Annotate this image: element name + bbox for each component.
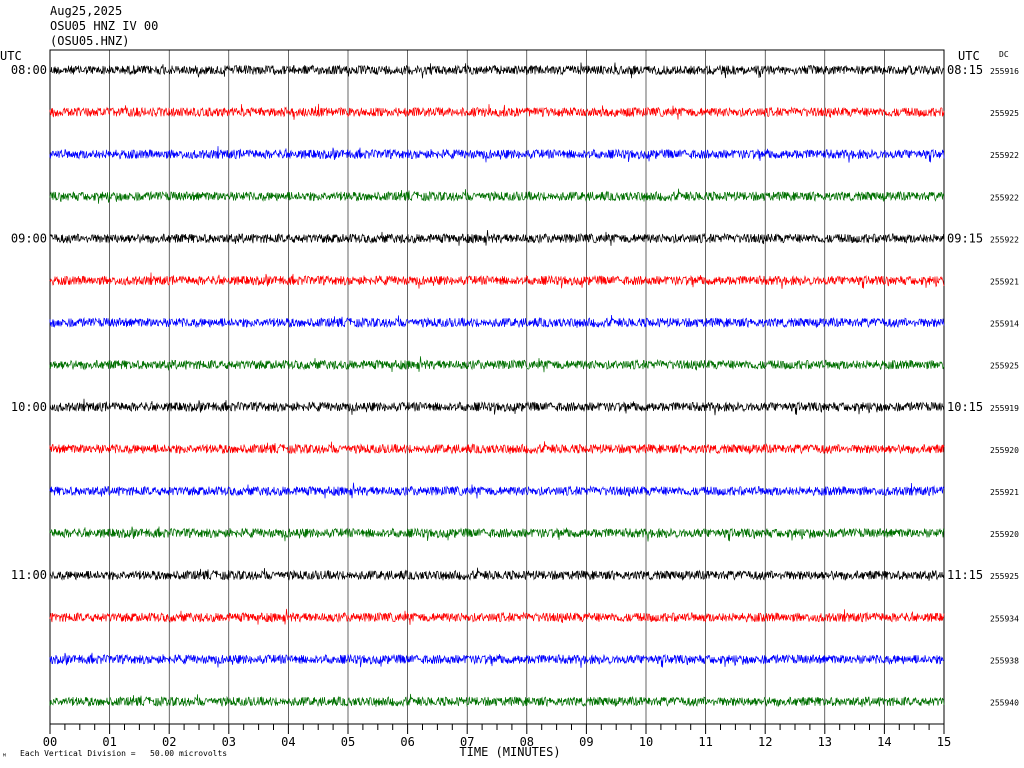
dc-offset-label: 255925 [990,362,1019,371]
seismic-trace [49,62,945,79]
time-label-left: 09:00 [11,231,47,245]
dc-offset-label: 255938 [990,656,1019,665]
x-axis-label: TIME (MINUTES) [459,745,560,759]
x-tick-label: 05 [341,735,355,749]
dc-offset-label: 255925 [990,109,1019,118]
seismic-trace [49,652,945,668]
dc-offset-label: 255914 [990,320,1019,329]
seismic-trace [49,441,945,455]
seismic-trace [49,146,945,163]
x-tick-label: 09 [579,735,593,749]
channel-code-label: (OSU05.HNZ) [50,34,130,48]
dc-offset-label: 255922 [990,193,1019,202]
dc-offset-label: 255922 [990,151,1019,160]
utc-label-left: UTC [0,49,22,63]
dc-offset-label: 255920 [990,446,1019,455]
date-label: Aug25,2025 [50,4,123,18]
dc-offset-label: 255920 [990,530,1019,539]
scale-marker-icon: ᴹ [2,752,7,761]
x-tick-label: 04 [281,735,295,749]
x-tick-label: 14 [877,735,891,749]
dc-offset-label: 255921 [990,488,1019,497]
utc-label-right: UTC [958,49,980,63]
station-label: OSU05 HNZ IV 00 [50,19,159,33]
time-label-right: 09:15 [947,231,983,245]
seismic-trace [49,693,945,708]
x-tick-label: 07 [460,735,474,749]
time-label-right: 11:15 [947,568,983,582]
seismic-trace [49,526,945,542]
seismic-trace [49,188,945,204]
dc-offset-label: 255940 [990,699,1019,708]
time-label-right: 10:15 [947,400,983,414]
dc-offset-label: 255921 [990,278,1019,287]
seismic-trace [49,314,945,329]
time-label-right: 08:15 [947,63,983,77]
x-tick-label: 11 [698,735,712,749]
x-tick-label: 13 [818,735,832,749]
x-tick-label: 10 [639,735,653,749]
x-tick-label: 08 [520,735,534,749]
dc-offset-label: 255916 [990,67,1019,76]
x-tick-label: 00 [43,735,57,749]
dc-offset-label: 255919 [990,404,1019,413]
seismic-trace [49,567,945,582]
dc-offset-label: 255922 [990,235,1019,244]
seismic-trace [49,103,945,120]
x-tick-label: 06 [400,735,414,749]
x-tick-label: 02 [162,735,176,749]
dc-offset-label: 255934 [990,614,1019,623]
seismic-trace [49,356,945,373]
x-tick-label: 01 [102,735,116,749]
time-label-left: 08:00 [11,63,47,77]
seismic-trace [49,272,945,289]
seismic-trace [49,482,945,499]
dc-offset-label: 255925 [990,572,1019,581]
x-tick-label: 03 [222,735,236,749]
seismic-trace [49,608,945,625]
time-label-left: 10:00 [11,400,47,414]
time-label-left: 11:00 [11,568,47,582]
footer-scale-label: Each Vertical Division = 50.00 microvolt… [20,749,228,758]
seismic-trace [49,229,945,246]
x-tick-label: 12 [758,735,772,749]
seismic-trace [49,398,945,416]
dc-header-label: DC [999,50,1009,59]
x-tick-label: 15 [937,735,951,749]
